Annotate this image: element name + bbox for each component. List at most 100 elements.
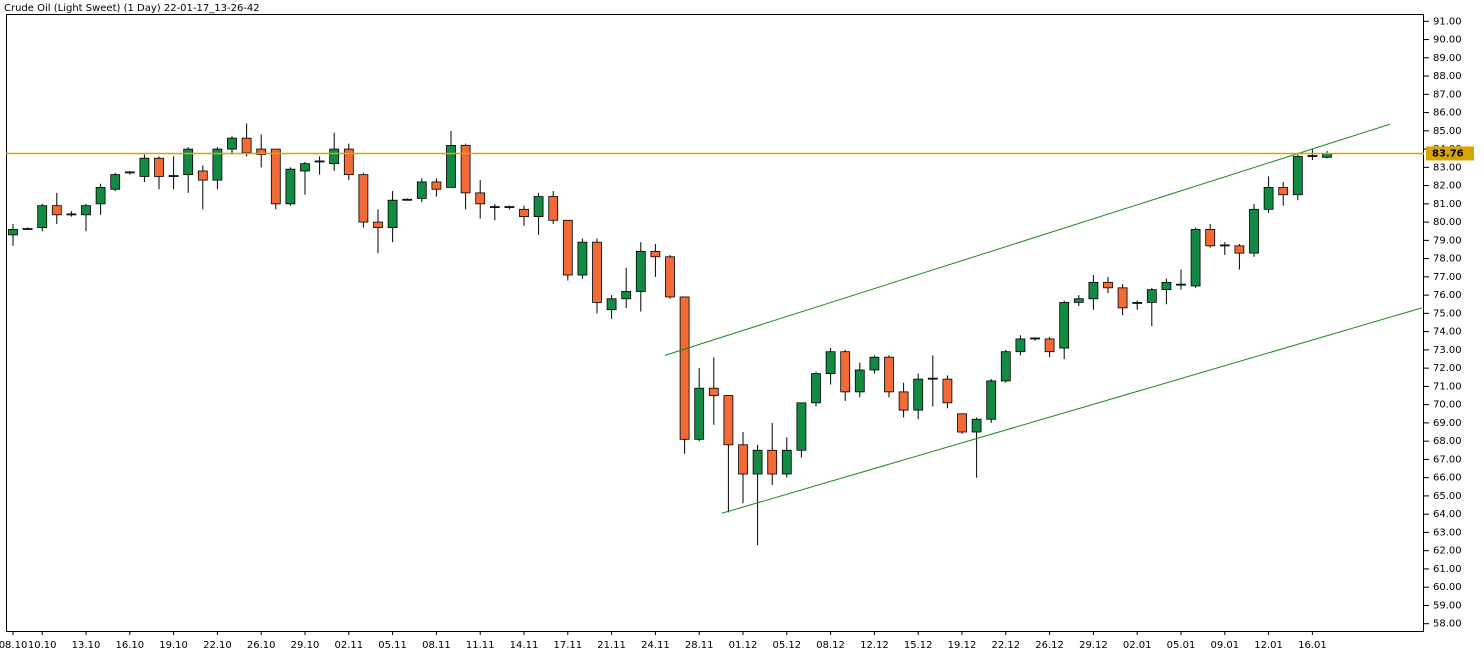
candle-body [1292, 155, 1303, 196]
candle-body [431, 181, 442, 190]
y-tick-label: 76.00 [1433, 290, 1462, 301]
candle-body [738, 444, 748, 475]
y-tick-label: 61.00 [1433, 564, 1462, 575]
candle-body [314, 160, 325, 163]
y-tick-label: 73.00 [1433, 345, 1462, 356]
candle-body [475, 192, 486, 205]
x-tick-label: 16.10 [115, 640, 144, 651]
y-tick-label: 82.00 [1433, 181, 1462, 192]
x-tick-label: 11.11 [466, 640, 495, 651]
chart-title: Crude Oil (Light Sweet) (1 Day) 22-01-17… [4, 3, 260, 14]
y-tick-label: 65.00 [1433, 491, 1462, 502]
y-tick-label: 88.00 [1433, 71, 1462, 82]
candle-body [51, 205, 62, 216]
x-tick-label: 26.12 [1035, 640, 1064, 651]
candle-body [124, 171, 135, 174]
candle-body [781, 449, 792, 475]
candle-body [270, 148, 281, 205]
candle-body [1117, 287, 1128, 309]
x-tick-label: 05.01 [1167, 640, 1196, 651]
y-tick-label: 78.00 [1433, 254, 1462, 265]
x-tick-label: 08.10 [0, 640, 27, 651]
x-tick-label: 08.11 [422, 640, 451, 651]
x-tick-label: 16.01 [1298, 640, 1327, 651]
candle-body [1059, 302, 1070, 349]
candle-body [986, 380, 997, 420]
candle-body [343, 148, 354, 176]
x-tick-label: 19.12 [948, 640, 977, 651]
candle-body [1190, 229, 1201, 287]
y-tick-label: 60.00 [1433, 582, 1462, 593]
x-tick-label: 02.01 [1123, 640, 1152, 651]
candle-body [562, 219, 573, 276]
candle-body [898, 391, 909, 411]
candle-body [519, 208, 529, 218]
candle-body [329, 148, 340, 165]
x-tick-label: 29.12 [1079, 640, 1108, 651]
x-tick-label: 28.11 [685, 640, 714, 651]
candle-body [913, 378, 924, 411]
price-label: 83.76 [1432, 148, 1464, 159]
candle-body [416, 181, 427, 199]
candle-body [1307, 155, 1318, 157]
x-tick-label: 15.12 [904, 640, 933, 651]
candle-body [139, 157, 150, 177]
y-tick-label: 68.00 [1433, 436, 1462, 447]
candle-body [665, 256, 675, 298]
x-tick-label: 24.11 [641, 640, 670, 651]
candle-body [825, 351, 836, 375]
candle-body [446, 145, 456, 188]
y-tick-label: 62.00 [1433, 546, 1462, 557]
x-tick-label: 05.11 [378, 640, 407, 651]
candle-body [256, 148, 267, 155]
y-tick-label: 79.00 [1433, 235, 1462, 246]
x-tick-label: 10.10 [28, 640, 57, 651]
x-tick-label: 02.11 [334, 640, 363, 651]
candle-body [1088, 281, 1099, 300]
x-tick-label: 17.11 [553, 640, 582, 651]
y-tick-label: 89.00 [1433, 53, 1462, 64]
y-tick-label: 91.00 [1433, 16, 1462, 27]
y-tick-label: 87.00 [1433, 89, 1462, 100]
candle-body [884, 356, 894, 393]
y-tick-label: 63.00 [1433, 527, 1462, 538]
candle-body [300, 163, 310, 172]
y-tick-label: 81.00 [1433, 199, 1462, 210]
candle-body [241, 137, 252, 154]
candle-body [1000, 351, 1011, 382]
candle-body [694, 387, 705, 440]
candle-body [679, 296, 690, 440]
x-tick-label: 12.01 [1254, 640, 1283, 651]
y-tick-label: 74.00 [1433, 327, 1462, 338]
candle-body [1263, 187, 1274, 210]
x-tick-label: 09.01 [1210, 640, 1239, 651]
y-tick-label: 86.00 [1433, 108, 1462, 119]
candle-body [1030, 337, 1040, 340]
x-tick-label: 14.11 [510, 640, 539, 651]
price-label-box [1426, 146, 1474, 161]
candle-body [168, 175, 179, 177]
y-tick-label: 67.00 [1433, 454, 1462, 465]
candle-body [81, 205, 91, 216]
candle-body [1132, 302, 1143, 304]
candle-body [942, 378, 953, 404]
x-tick-label: 26.10 [247, 640, 276, 651]
candle-body [811, 373, 821, 404]
candle-body [1073, 298, 1084, 303]
candle-body [1044, 338, 1055, 353]
y-tick-label: 66.00 [1433, 473, 1462, 484]
candle-body [767, 449, 778, 475]
candle-body [183, 148, 194, 176]
trend-line [664, 123, 1390, 356]
candle-body [854, 369, 865, 393]
candle-body [197, 170, 208, 181]
candle-body [971, 418, 982, 433]
candle-body [708, 387, 719, 396]
plot-frame [6, 14, 1424, 632]
candle-body [387, 199, 398, 228]
x-tick-label: 22.10 [203, 640, 232, 651]
candle-body [869, 356, 880, 371]
candle-body [110, 174, 121, 190]
